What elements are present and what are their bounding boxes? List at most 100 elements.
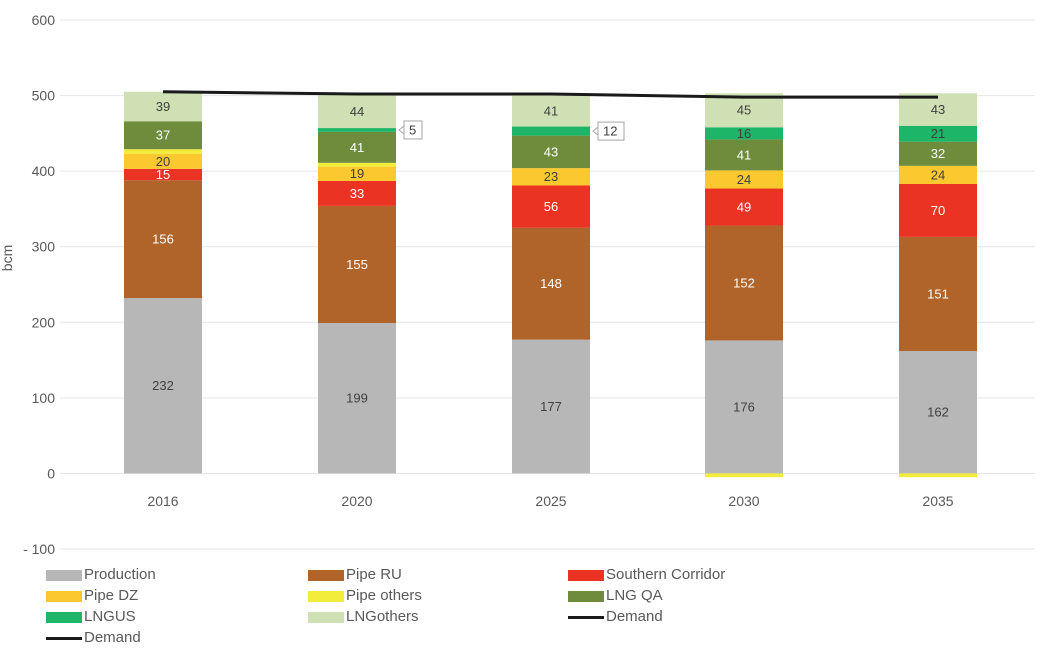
- data-label: 39: [156, 99, 170, 114]
- bar-segment-lng-qa: [705, 139, 783, 171]
- data-label: 43: [931, 102, 945, 117]
- legend-item: LNGUS: [46, 607, 136, 627]
- data-label: 21: [931, 126, 945, 141]
- bar-segment-pipe-others: [318, 162, 396, 167]
- data-label: 41: [544, 104, 558, 119]
- callout-box: [597, 121, 625, 141]
- legend-item: Pipe others: [308, 586, 422, 606]
- y-tick-label: 400: [32, 163, 56, 179]
- bar-segment-lng-others: [318, 94, 396, 129]
- bar-segment-production: [705, 340, 783, 474]
- bar-segment-pipe-others: [124, 149, 202, 154]
- bar-segment-pipe-dz: [318, 166, 396, 181]
- callouts: 5 12: [398, 120, 625, 141]
- demand-line: [162, 90, 938, 99]
- legend-label: Pipe others: [346, 587, 422, 604]
- y-tick-label: 200: [32, 314, 56, 330]
- legend-swatch: [308, 569, 344, 581]
- bar-segment-production: [318, 323, 396, 474]
- bar-segment-production: [899, 351, 977, 474]
- legend-item: Demand: [568, 607, 663, 627]
- data-label: 37: [156, 128, 170, 143]
- bar-segment-lng-others: [705, 93, 783, 128]
- y-tick-label: 600: [32, 12, 56, 28]
- callout-pointer: [398, 125, 405, 135]
- x-tick-label: 2020: [341, 493, 372, 509]
- bar-segment-lng-qa: [124, 121, 202, 150]
- legend-label: Pipe DZ: [84, 587, 139, 604]
- bars: [124, 91, 977, 478]
- x-axis-ticks: 2016 2020 2025 2030 2035: [147, 493, 953, 509]
- data-label: 56: [544, 199, 558, 214]
- data-label: 20: [156, 154, 170, 169]
- data-label: 148: [540, 276, 562, 291]
- callout-label: 5: [409, 122, 416, 137]
- legend-item: Production: [46, 565, 156, 585]
- data-label: 33: [350, 186, 364, 201]
- data-label: 41: [350, 140, 364, 155]
- legend-item: LNGothers: [308, 607, 419, 627]
- legend-swatch: [46, 636, 82, 640]
- bar-segment-pipe-dz: [124, 153, 202, 169]
- legend-label: LNGothers: [346, 608, 419, 625]
- x-tick-label: 2025: [535, 493, 566, 509]
- y-tick-label: - 100: [23, 541, 55, 557]
- data-label: 43: [544, 144, 558, 159]
- bar-segment-lng-qa: [899, 141, 977, 166]
- data-label: 16: [737, 126, 751, 141]
- y-axis-label: bcm: [0, 245, 15, 271]
- bar-segment-production: [124, 298, 202, 474]
- data-label: 155: [346, 257, 368, 272]
- bar-segment-lng-qa: [512, 135, 590, 169]
- bar-segment-pipe-ru: [899, 236, 977, 352]
- callout-box: [403, 120, 423, 140]
- data-label: 199: [346, 391, 368, 406]
- legend-swatch: [568, 569, 604, 581]
- legend-swatch: [308, 611, 344, 623]
- legend-item: Pipe RU: [308, 565, 402, 585]
- bar-segment-lng-us: [899, 125, 977, 142]
- data-label: 44: [350, 104, 364, 119]
- legend-item: Demand: [46, 628, 141, 648]
- bar-segment-southern-corridor: [899, 183, 977, 237]
- data-label: 232: [152, 378, 174, 393]
- data-label: 24: [931, 167, 945, 182]
- bar-segment-southern-corridor: [318, 180, 396, 206]
- data-label: 41: [737, 147, 751, 162]
- bar-segment-southern-corridor: [512, 185, 590, 228]
- data-label: 162: [927, 405, 949, 420]
- bar-segment-pipe-ru: [124, 180, 202, 299]
- bar-segment-lng-us: [705, 127, 783, 140]
- bar-segment-pipe-ru: [705, 225, 783, 341]
- bar-segment-pipe-ru: [318, 205, 396, 324]
- data-label: 19: [350, 166, 364, 181]
- y-tick-label: 500: [32, 88, 56, 104]
- legend-swatch: [46, 569, 82, 581]
- legend-label: LNG QA: [606, 587, 663, 604]
- bar-segment-pipe-ru: [512, 227, 590, 340]
- legend-item: Pipe DZ: [46, 586, 138, 606]
- data-label: 23: [544, 169, 558, 184]
- bar-segment-production: [512, 339, 590, 474]
- bar-segment-pipe-others: [705, 473, 783, 478]
- bar-segment-pipe-dz: [899, 165, 977, 184]
- data-label: 15: [156, 167, 170, 182]
- legend-item: Southern Corridor: [568, 565, 725, 585]
- y-axis-ticks: 600 500 400 300 200 100 0 - 100: [23, 12, 55, 557]
- x-tick-label: 2030: [728, 493, 759, 509]
- legend-swatch: [46, 590, 82, 602]
- legend-swatch: [46, 611, 82, 623]
- legend-label: Demand: [606, 608, 663, 625]
- bar-segment-southern-corridor: [705, 188, 783, 226]
- data-label: 176: [733, 399, 755, 414]
- demand-line-layer: [162, 90, 938, 99]
- callout-label: 12: [603, 124, 617, 139]
- data-label: 177: [540, 399, 562, 414]
- legend-label: Production: [84, 566, 156, 583]
- y-tick-label: 0: [47, 465, 55, 481]
- bar-segment-pipe-others: [899, 473, 977, 478]
- bar-segment-pipe-dz: [705, 170, 783, 189]
- data-label: 156: [152, 232, 174, 247]
